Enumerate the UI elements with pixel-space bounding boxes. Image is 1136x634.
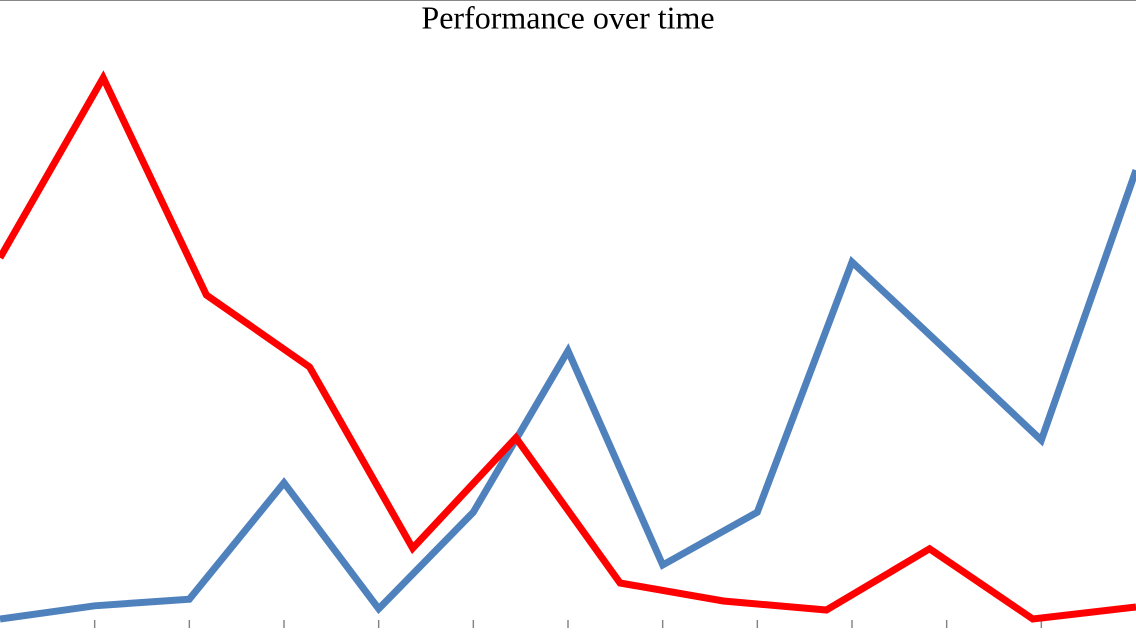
chart-title: Performance over time xyxy=(421,0,714,35)
series-line xyxy=(0,169,1136,623)
series-line xyxy=(0,70,1136,623)
